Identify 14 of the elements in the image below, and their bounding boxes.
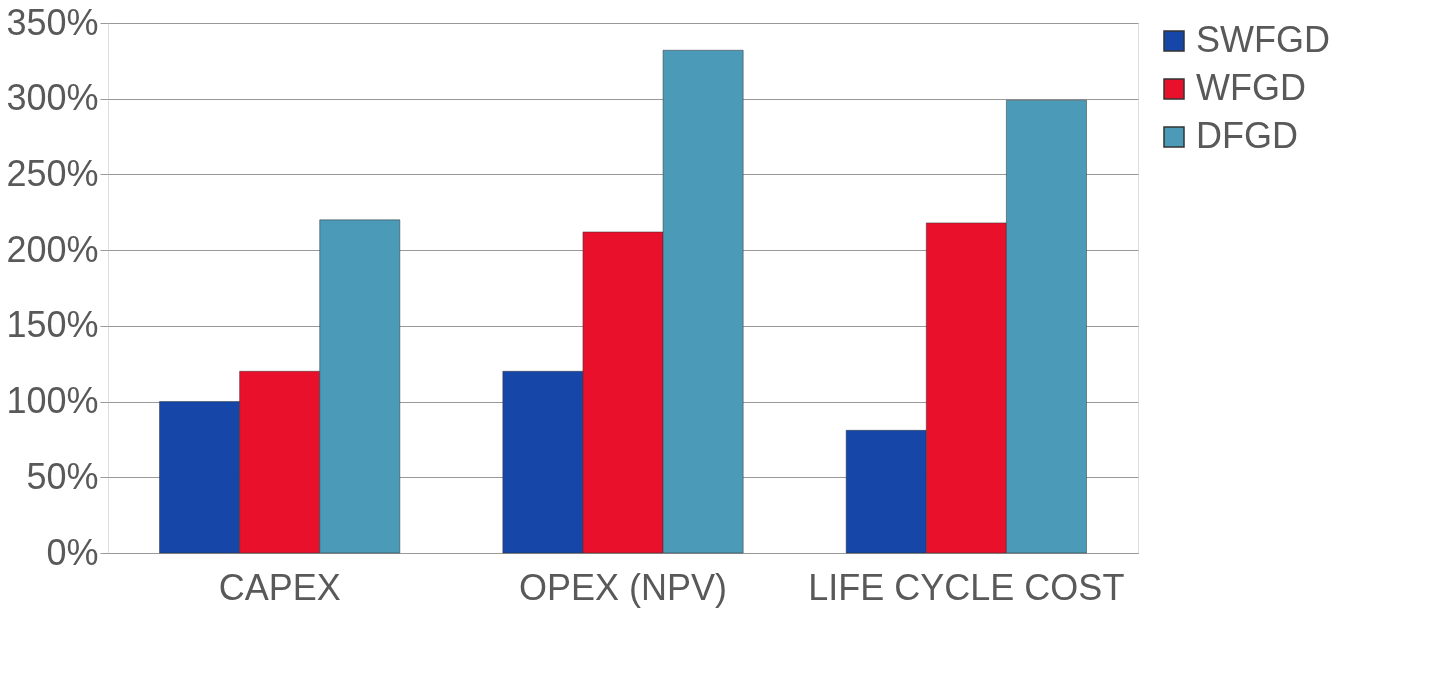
- x-tick-label: OPEX (NPV): [518, 566, 728, 608]
- y-tick-label: 350%: [6, 1, 99, 43]
- y-tick-label: 150%: [6, 304, 99, 346]
- legend-label: WFGD: [1196, 67, 1306, 108]
- y-tick-label: 200%: [6, 228, 99, 270]
- y-tick-label: 300%: [6, 77, 99, 119]
- x-tick-label: CAPEX: [218, 566, 341, 608]
- y-tick-label: 250%: [6, 152, 99, 194]
- legend-label: SWFGD: [1196, 19, 1330, 60]
- y-tick-label: 0%: [46, 531, 99, 573]
- y-tick-label: 100%: [6, 380, 99, 422]
- x-tick-label: LIFE CYCLE COST: [808, 566, 1125, 608]
- y-tick-label: 50%: [26, 455, 99, 497]
- legend-label: DFGD: [1196, 115, 1298, 156]
